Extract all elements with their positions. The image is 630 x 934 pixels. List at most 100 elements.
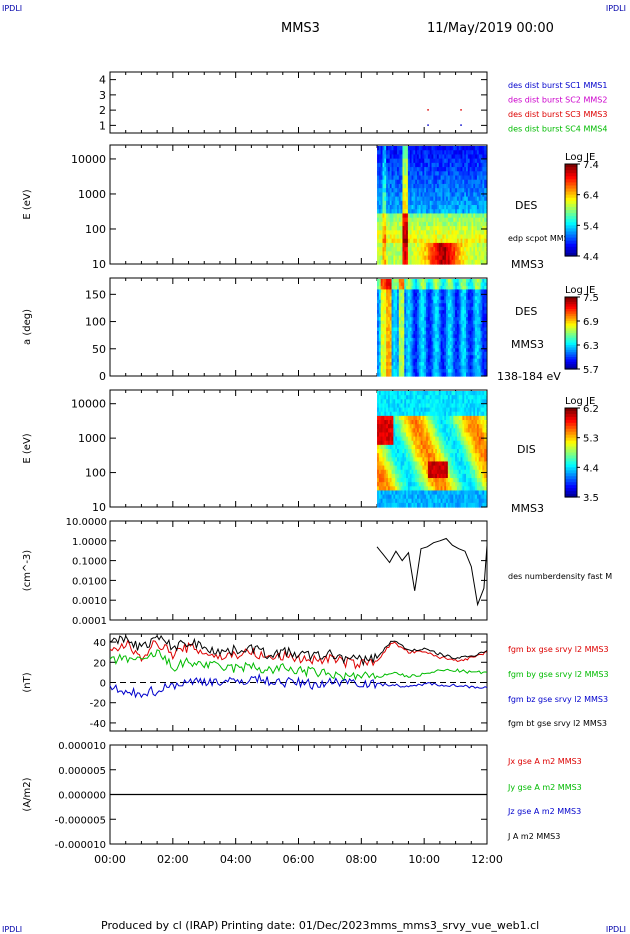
heatmap-cell	[426, 175, 429, 181]
heatmap-cell	[400, 444, 404, 450]
heatmap-cell	[387, 502, 391, 508]
heatmap-cell	[484, 362, 487, 367]
heatmap-cell	[402, 358, 405, 363]
heatmap-cell	[377, 399, 380, 405]
heatmap-cell	[484, 146, 487, 151]
heatmap-cell	[393, 365, 396, 370]
heatmap-cell	[462, 282, 465, 287]
heatmap-cell	[426, 465, 429, 471]
heatmap-cell	[389, 158, 393, 164]
heatmap-cell	[471, 158, 474, 164]
heatmap-cell	[391, 209, 394, 215]
heatmap-cell	[424, 395, 427, 400]
heatmap-cell	[436, 391, 440, 396]
heatmap-cell	[400, 391, 404, 396]
heatmap-cell	[406, 494, 409, 500]
heatmap-cell	[442, 162, 445, 168]
heatmap-cell	[386, 292, 389, 297]
heatmap-cell	[380, 351, 384, 356]
heatmap-cell	[420, 465, 424, 471]
heatmap-cell	[395, 324, 398, 329]
heatmap-cell	[422, 183, 425, 189]
heatmap-cell	[404, 502, 407, 508]
heatmap-cell	[409, 486, 413, 492]
heatmap-cell	[387, 486, 391, 492]
heatmap-cell	[386, 167, 389, 172]
heatmap-cell	[418, 461, 422, 467]
heatmap-cell	[397, 285, 400, 290]
heatmap-cell	[484, 213, 487, 219]
heatmap-cell	[462, 292, 465, 297]
heatmap-cell	[438, 154, 442, 160]
heatmap-cell	[467, 337, 471, 342]
heatmap-cell	[455, 351, 458, 356]
heatmap-cell	[413, 162, 416, 168]
heatmap-cell	[464, 175, 467, 181]
heatmap-cell	[455, 303, 458, 308]
heatmap-cell	[482, 192, 485, 198]
heatmap-cell	[431, 192, 434, 198]
heatmap-cell	[409, 453, 413, 458]
heatmap-cell	[406, 399, 409, 405]
heatmap-cell	[464, 217, 467, 223]
heatmap-cell	[380, 234, 384, 240]
heatmap-cell	[387, 320, 391, 325]
heatmap-cell	[456, 289, 460, 294]
heatmap-cell	[400, 372, 404, 377]
heatmap-cell	[409, 303, 413, 308]
heatmap-cell	[384, 282, 387, 287]
heatmap-cell	[377, 355, 380, 360]
heatmap-cell	[442, 432, 445, 438]
heatmap-cell	[416, 179, 420, 185]
heatmap-cell	[429, 399, 433, 405]
burst-legend-label: des dist burst SC3 MMS3	[508, 110, 607, 119]
heatmap-cell	[438, 289, 442, 294]
heatmap-cell	[393, 330, 396, 336]
heatmap-cell	[398, 362, 402, 367]
heatmap-cell	[406, 313, 409, 318]
heatmap-cell	[449, 183, 453, 189]
heatmap-cell	[386, 150, 389, 156]
heatmap-cell	[447, 351, 451, 356]
heatmap-cell	[411, 473, 414, 479]
heatmap-cell	[398, 247, 402, 252]
heatmap-cell	[444, 334, 447, 339]
heatmap-cell	[476, 334, 480, 339]
heatmap-cell	[397, 230, 400, 236]
heatmap-cell	[378, 259, 382, 265]
des-energy-colorbar-tick-label: 7.4	[583, 160, 599, 171]
heatmap-cell	[444, 341, 447, 346]
heatmap-cell	[418, 234, 422, 240]
heatmap-cell	[416, 486, 420, 492]
des-pitch-energy-label: 138-184 eV	[497, 370, 561, 383]
heatmap-cell	[402, 188, 405, 193]
heatmap-cell	[409, 217, 413, 223]
heatmap-cell	[453, 365, 456, 370]
heatmap-cell	[387, 341, 391, 346]
heatmap-cell	[442, 424, 445, 429]
des-pitch-colorbar-swatch	[565, 337, 577, 341]
heatmap-cell	[475, 282, 478, 287]
heatmap-cell	[378, 175, 382, 181]
heatmap-cell	[447, 303, 451, 308]
heatmap-cell	[407, 453, 411, 458]
heatmap-cell	[471, 238, 474, 244]
heatmap-cell	[382, 411, 385, 417]
des-energy-colorbar-swatch	[565, 210, 577, 214]
heatmap-cell	[384, 490, 387, 496]
heatmap-cell	[438, 230, 442, 236]
heatmap-cell	[447, 205, 451, 210]
heatmap-cell	[426, 330, 429, 336]
heatmap-cell	[427, 217, 431, 223]
heatmap-cell	[426, 440, 429, 446]
heatmap-cell	[440, 330, 444, 336]
heatmap-cell	[418, 327, 422, 332]
heatmap-cell	[389, 403, 393, 409]
heatmap-cell	[431, 337, 434, 342]
heatmap-cell	[387, 395, 391, 400]
heatmap-cell	[471, 341, 474, 346]
heatmap-cell	[384, 498, 387, 504]
heatmap-cell	[469, 341, 473, 346]
heatmap-cell	[482, 217, 485, 223]
